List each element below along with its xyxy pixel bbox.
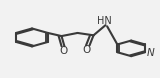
Text: HN: HN bbox=[97, 16, 112, 26]
Text: O: O bbox=[83, 45, 91, 55]
Text: O: O bbox=[60, 45, 68, 56]
Text: N: N bbox=[146, 48, 154, 58]
